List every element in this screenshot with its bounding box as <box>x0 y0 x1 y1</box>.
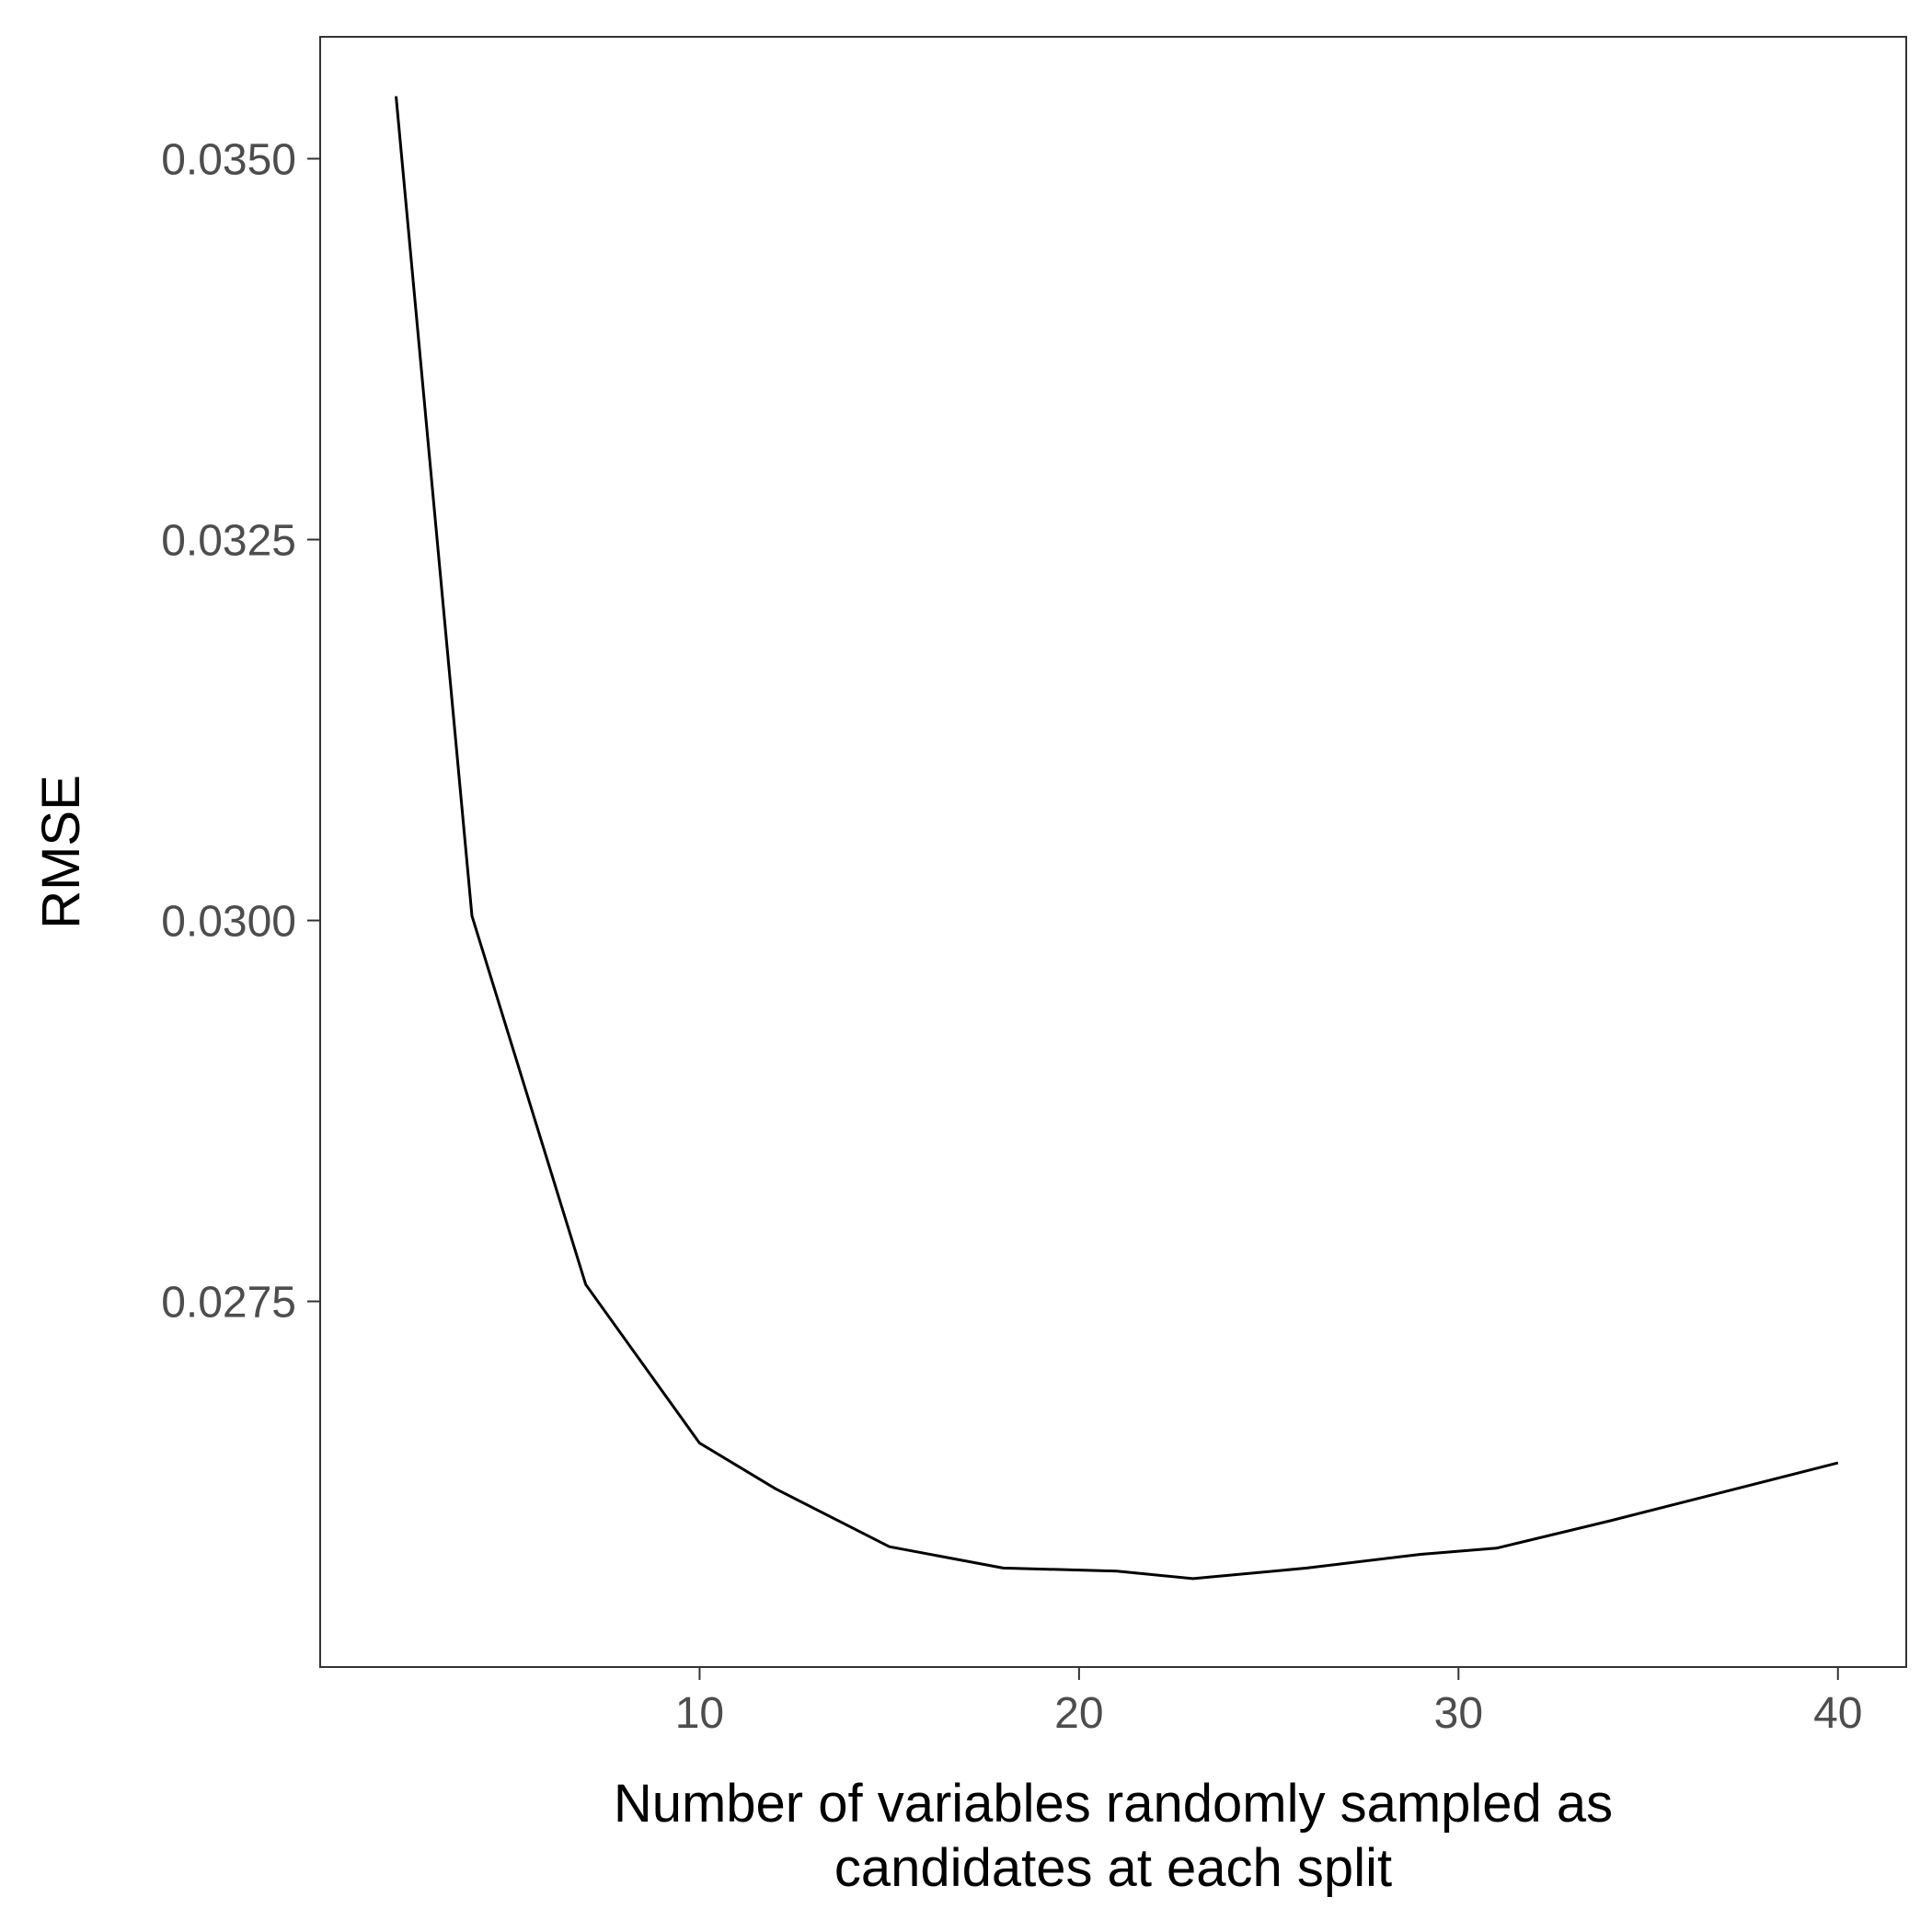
x-tick-label: 10 <box>675 1689 724 1738</box>
x-axis-title-line-2: candidates at each split <box>834 1838 1392 1898</box>
y-tick-label: 0.0300 <box>161 898 296 947</box>
x-tick-label: 30 <box>1434 1689 1483 1738</box>
ticks-layer: 10 20 30 40 0.0275 0.0300 0.0325 0.0350 <box>161 135 1862 1738</box>
rmse-series-line <box>395 96 1839 1581</box>
y-tick-label: 0.0275 <box>161 1279 296 1328</box>
x-axis-title-line-1: Number of variables randomly sampled as <box>614 1774 1613 1834</box>
panel-border <box>319 36 1907 1668</box>
x-tick-label: 40 <box>1813 1689 1862 1738</box>
y-axis-title: RMSE <box>31 775 91 929</box>
y-tick-label: 0.0325 <box>161 517 296 566</box>
x-tick-label: 20 <box>1054 1689 1103 1738</box>
y-tick-label: 0.0350 <box>161 135 296 184</box>
series-layer <box>395 96 1839 1581</box>
